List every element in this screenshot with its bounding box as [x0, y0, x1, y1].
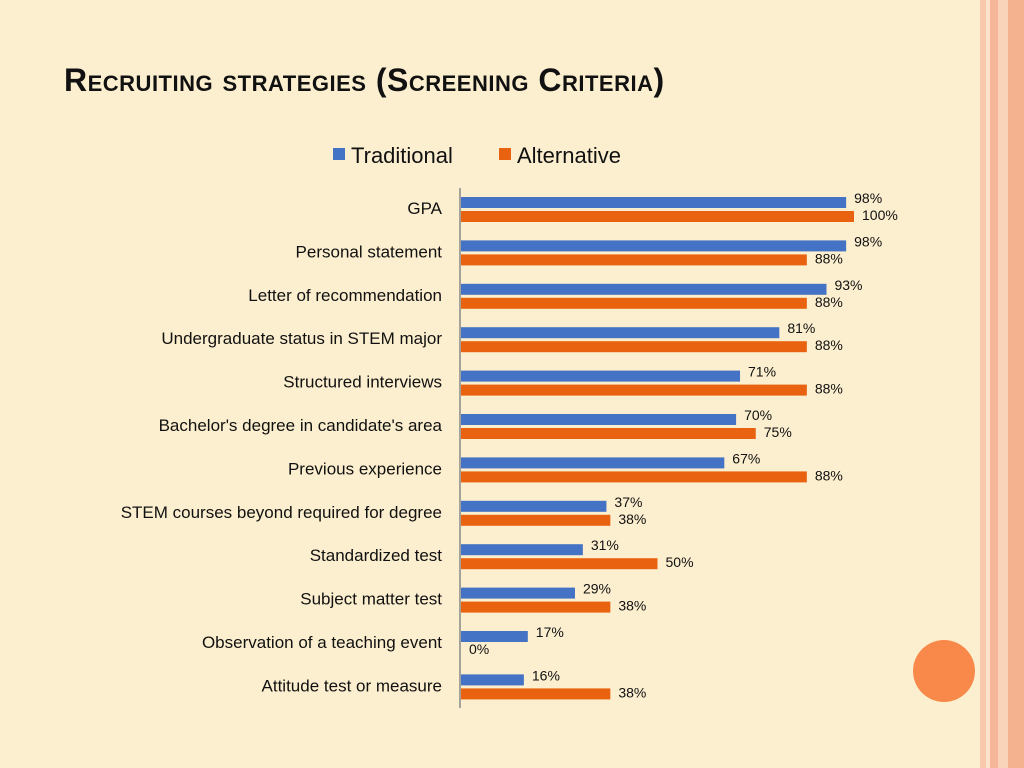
data-label: 81%	[787, 320, 815, 336]
category-label: Bachelor's degree in candidate's area	[159, 416, 443, 435]
decorative-circle	[913, 640, 975, 702]
bar-traditional	[461, 457, 725, 469]
bar-alternative	[461, 601, 611, 613]
bar-alternative	[461, 514, 611, 526]
decorative-stripe	[1008, 0, 1024, 768]
bar-alternative	[461, 428, 756, 439]
data-label: 31%	[591, 537, 619, 553]
decorative-stripe	[998, 0, 1008, 768]
data-label: 88%	[815, 337, 843, 353]
category-label: Undergraduate status in STEM major	[161, 329, 442, 348]
slide-title: Recruiting strategies (Screening Criteri…	[64, 62, 665, 98]
category-label: Previous experience	[288, 459, 442, 478]
data-label: 38%	[618, 511, 646, 527]
decorative-stripe	[990, 0, 998, 768]
bar-traditional	[461, 587, 575, 599]
data-label: 88%	[815, 294, 843, 310]
bar-traditional	[461, 631, 528, 642]
bar-alternative	[461, 558, 658, 570]
category-label: Standardized test	[310, 546, 443, 565]
data-label: 88%	[815, 381, 843, 397]
category-label: STEM courses beyond required for degree	[121, 503, 442, 522]
category-label: Personal statement	[296, 242, 443, 261]
category-label: Structured interviews	[283, 373, 442, 392]
bar-traditional	[461, 674, 524, 686]
data-label: 0%	[469, 641, 489, 657]
bar-traditional	[461, 283, 827, 295]
bar-alternative	[461, 297, 807, 309]
decorative-stripe	[980, 0, 986, 768]
bar-traditional	[461, 414, 737, 425]
data-label: 88%	[815, 467, 843, 483]
category-label: Observation of a teaching event	[202, 633, 442, 652]
bar-traditional	[461, 370, 741, 382]
bar-traditional	[461, 327, 780, 339]
bar-traditional	[461, 500, 607, 512]
data-label: 93%	[834, 277, 862, 293]
legend-swatch	[499, 148, 511, 160]
legend-swatch	[333, 148, 345, 160]
bar-alternative	[461, 688, 611, 700]
data-label: 75%	[764, 424, 792, 440]
data-label: 70%	[744, 407, 772, 423]
data-label: 29%	[583, 581, 611, 597]
bar-alternative	[461, 211, 854, 222]
bar-alternative	[461, 384, 807, 396]
bar-traditional	[461, 197, 847, 208]
data-label: 100%	[862, 207, 898, 223]
bar-alternative	[461, 254, 807, 266]
data-label: 71%	[748, 364, 776, 380]
data-label: 67%	[732, 450, 760, 466]
category-label: Letter of recommendation	[248, 286, 442, 305]
category-label: Subject matter test	[300, 590, 442, 609]
data-label: 38%	[618, 598, 646, 614]
data-label: 37%	[614, 494, 642, 510]
category-label: Attitude test or measure	[262, 676, 442, 695]
data-label: 50%	[666, 554, 694, 570]
data-label: 88%	[815, 250, 843, 266]
data-label: 98%	[854, 190, 882, 206]
legend-label: Alternative	[517, 143, 621, 168]
data-label: 38%	[618, 684, 646, 700]
legend-label: Traditional	[351, 143, 453, 168]
decorative-stripe	[986, 0, 990, 768]
data-label: 16%	[532, 667, 560, 683]
bar-alternative	[461, 341, 807, 353]
data-label: 98%	[854, 233, 882, 249]
bar-alternative	[461, 471, 807, 483]
bar-traditional	[461, 240, 847, 252]
data-label: 17%	[536, 624, 564, 640]
bar-traditional	[461, 544, 583, 556]
category-label: GPA	[407, 199, 442, 218]
